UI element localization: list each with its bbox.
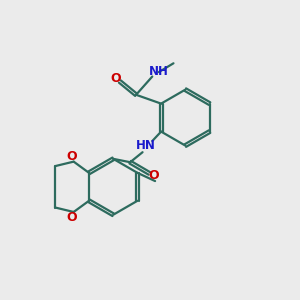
Text: NH: NH [149,65,169,78]
Text: O: O [149,169,159,182]
Text: HN: HN [136,139,155,152]
Text: O: O [111,71,122,85]
Text: O: O [67,150,77,163]
Text: O: O [67,211,77,224]
